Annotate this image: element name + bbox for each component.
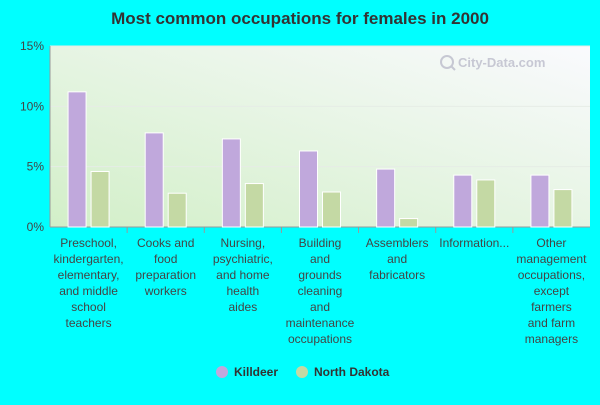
- x-tick-label-line: occupations,: [518, 268, 585, 282]
- bar-north-dakota: [167, 192, 187, 228]
- x-tick-label-line: Preschool,: [60, 236, 117, 250]
- x-axis-labels: Preschool, kindergarten, elementary, and mi…: [54, 236, 588, 346]
- watermark: City-Data.com: [440, 55, 545, 71]
- x-tick-label-line: grounds: [298, 268, 341, 282]
- x-tick-label-line: Building: [299, 236, 342, 250]
- x-tick-label-line: Information...: [439, 236, 509, 250]
- x-tick-label-line: and farm: [528, 316, 575, 330]
- bar-killdeer: [144, 132, 164, 228]
- bar-north-dakota: [553, 189, 573, 228]
- x-tick-label-line: aides: [229, 300, 258, 314]
- bar-killdeer: [453, 174, 473, 228]
- x-tick-label-line: workers: [144, 284, 187, 298]
- x-tick-label-line: fabricators: [369, 268, 425, 282]
- watermark-text: City-Data.com: [458, 55, 545, 70]
- x-tick-label-line: and: [310, 300, 330, 314]
- x-tick-label-line: elementary,: [58, 268, 120, 282]
- legend-label: Killdeer: [234, 365, 278, 379]
- bar-north-dakota: [322, 191, 341, 228]
- bar-killdeer: [376, 168, 396, 228]
- legend-swatch: [216, 366, 228, 378]
- bar-north-dakota: [476, 179, 496, 228]
- bar-north-dakota: [90, 170, 110, 228]
- legend-swatch: [296, 366, 308, 378]
- x-tick-label: Nursing, psychiatric, and home health aides: [213, 236, 273, 314]
- x-tick-label-line: psychiatric,: [213, 252, 273, 266]
- x-tick-label-line: maintenance: [286, 316, 355, 330]
- watermark-search-icon: [440, 55, 454, 69]
- x-tick-label: Building and grounds cleaning and maintenance…: [286, 236, 355, 346]
- y-tick-label: 15%: [20, 39, 44, 53]
- y-tick-label: 0%: [27, 220, 45, 234]
- watermark-search-icon-handle: [450, 65, 456, 71]
- chart-title: Most common occupations for females in 2…: [111, 9, 489, 28]
- bar-killdeer: [67, 91, 87, 228]
- x-tick-label-line: food: [154, 252, 177, 266]
- x-tick-label-line: except: [534, 284, 570, 298]
- bar-killdeer: [299, 150, 318, 228]
- x-tick-label-line: managers: [525, 332, 578, 346]
- y-axis-ticks: 0% 5% 10% 15%: [20, 39, 44, 234]
- x-tick-label-line: Cooks and: [137, 236, 194, 250]
- x-tick-label-line: teachers: [66, 316, 112, 330]
- x-tick-label: Other management occupations, except farmers…: [516, 236, 587, 346]
- y-tick-label: 5%: [27, 160, 45, 174]
- x-tick-label-line: health: [227, 284, 260, 298]
- y-tick-label: 10%: [20, 99, 44, 113]
- x-tick-label-line: school: [71, 300, 106, 314]
- x-tick-label-line: and middle: [59, 284, 118, 298]
- x-tick-label-line: cleaning: [298, 284, 343, 298]
- legend: Killdeer North Dakota: [216, 365, 390, 379]
- x-tick-label-line: occupations: [288, 332, 352, 346]
- x-tick-label: Assemblers and fabricators: [366, 236, 429, 282]
- legend-label: North Dakota: [314, 365, 390, 379]
- plot-area: [50, 46, 590, 227]
- bar-killdeer: [221, 138, 241, 228]
- x-tick-label-line: Assemblers: [366, 236, 429, 250]
- bar-killdeer: [530, 174, 550, 228]
- bars: [67, 91, 573, 228]
- x-tick-label-line: management: [516, 252, 587, 266]
- x-tick-label: Cooks and food preparation workers: [135, 236, 196, 298]
- grid-layer: [49, 45, 590, 233]
- x-tick-label-line: Other: [536, 236, 566, 250]
- x-tick-label-line: and home: [216, 268, 270, 282]
- bar-north-dakota: [244, 183, 264, 228]
- x-tick-label: Preschool, kindergarten, elementary, and mi…: [54, 236, 124, 330]
- bar-north-dakota: [399, 218, 419, 228]
- x-tick-label-line: farmers: [531, 300, 572, 314]
- x-tick-label-line: Nursing,: [221, 236, 266, 250]
- x-tick-label-line: and: [387, 252, 407, 266]
- x-tick-label: Information...: [439, 236, 509, 250]
- x-tick-label-line: and: [310, 252, 330, 266]
- x-tick-label-line: preparation: [135, 268, 196, 282]
- x-tick-label-line: kindergarten,: [54, 252, 124, 266]
